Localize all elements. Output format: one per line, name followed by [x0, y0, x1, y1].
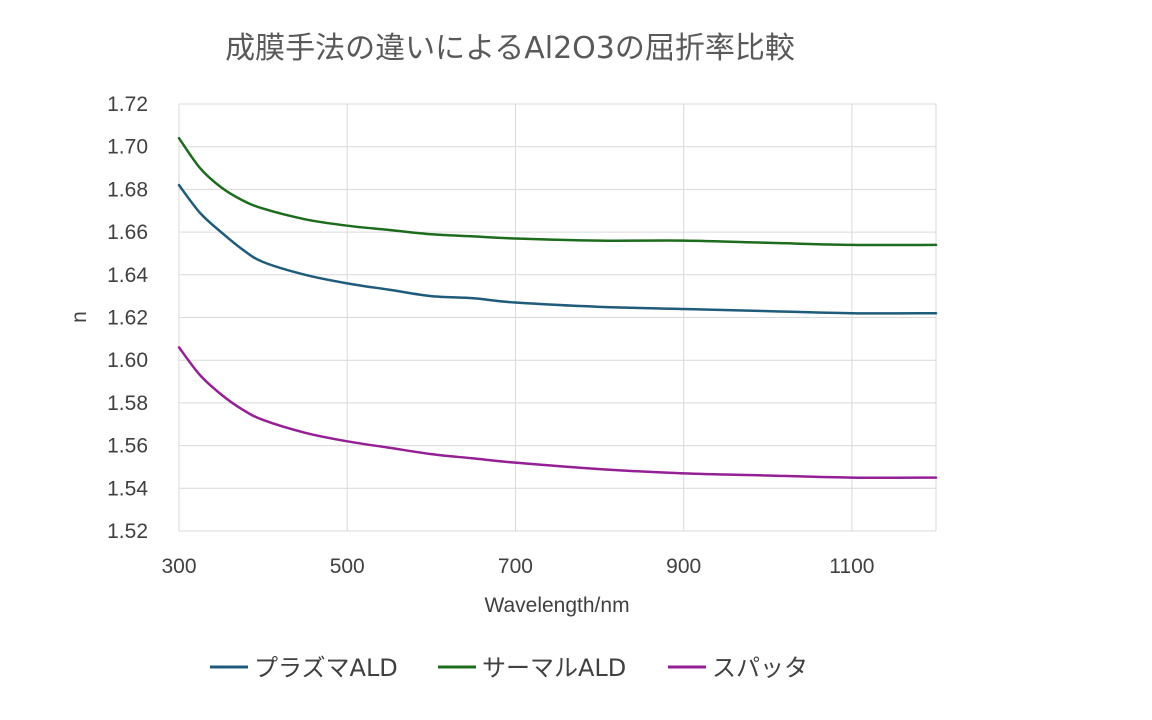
legend-label: サーマルALD [482, 654, 626, 682]
y-tick-label: 1.72 [107, 93, 148, 116]
y-tick-label: 1.58 [107, 392, 148, 415]
x-tick-label: 900 [666, 555, 701, 578]
legend-label: スパッタ [712, 654, 808, 682]
y-axis-ticks: 1.52 1.54 1.56 1.58 1.60 1.62 1.64 1.66 1.68 1.70… [107, 93, 148, 543]
y-axis-label: n [68, 311, 91, 323]
chart-title: 成膜手法の違いによるAl2O3の屈折率比較 [225, 31, 795, 66]
y-tick-label: 1.62 [107, 307, 148, 330]
y-tick-label: 1.52 [107, 520, 148, 543]
series-line-2 [177, 136, 938, 247]
y-tick-label: 1.60 [107, 349, 148, 372]
x-axis-ticks: 300 500 700 900 1100 [161, 555, 874, 578]
x-tick-label: 300 [161, 555, 196, 578]
horizontal-gridlines [179, 103, 936, 532]
x-tick-label: 700 [498, 555, 533, 578]
y-tick-label: 1.54 [107, 477, 148, 500]
series-line-3 [177, 346, 938, 480]
x-tick-label: 500 [330, 555, 365, 578]
legend-label: プラズマALD [254, 654, 398, 682]
series-line-1 [177, 183, 938, 315]
series-lines [177, 136, 938, 480]
x-tick-label: 1100 [829, 555, 874, 578]
y-tick-label: 1.66 [107, 221, 148, 244]
legend: プラズマALD サーマルALD スパッタ [210, 654, 808, 682]
y-tick-label: 1.64 [107, 264, 148, 287]
y-tick-label: 1.70 [107, 136, 148, 159]
y-tick-label: 1.56 [107, 435, 148, 458]
y-tick-label: 1.68 [107, 178, 148, 201]
x-axis-label: Wavelength/nm [484, 594, 629, 617]
